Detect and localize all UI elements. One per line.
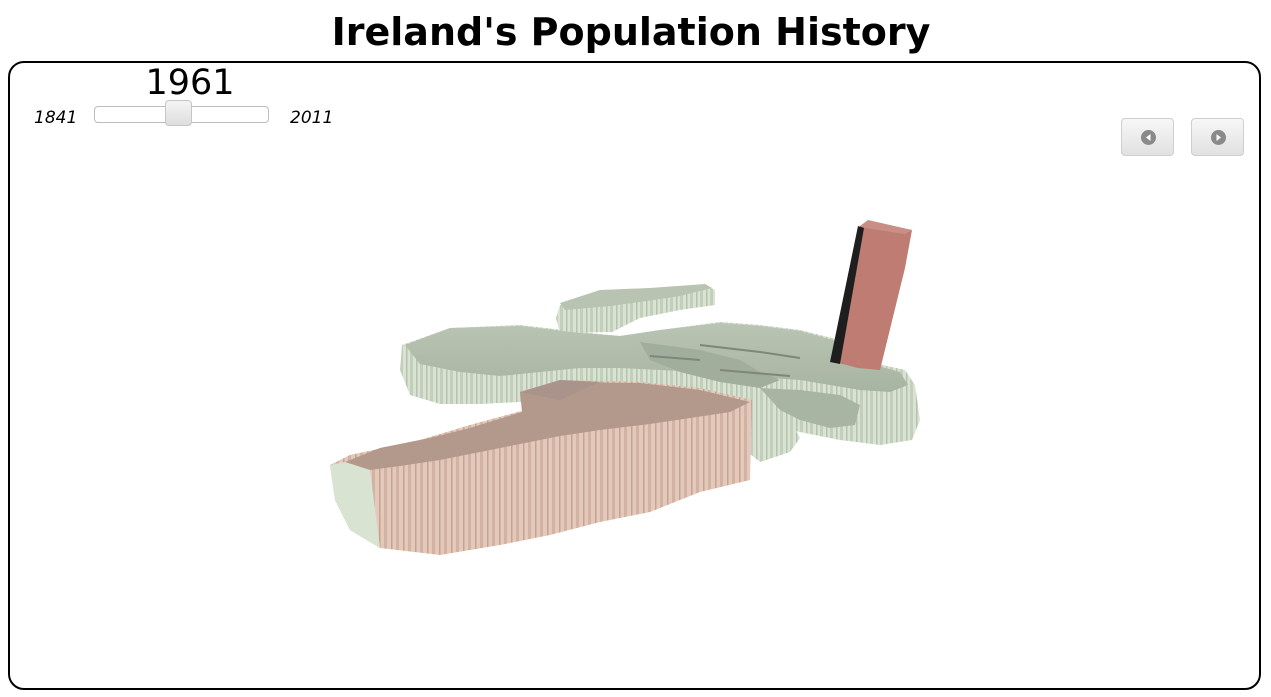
- next-button[interactable]: [1191, 118, 1244, 156]
- map-body: [330, 220, 920, 555]
- page-title: Ireland's Population History: [331, 10, 931, 54]
- slider-max-label: 2011: [290, 108, 334, 128]
- slider-min-label: 1841: [34, 108, 78, 128]
- next-icon: [1211, 130, 1226, 145]
- previous-icon: [1141, 130, 1156, 145]
- previous-button[interactable]: [1121, 118, 1174, 156]
- year-slider-handle[interactable]: [165, 100, 192, 126]
- current-year-label: 1961: [145, 63, 235, 103]
